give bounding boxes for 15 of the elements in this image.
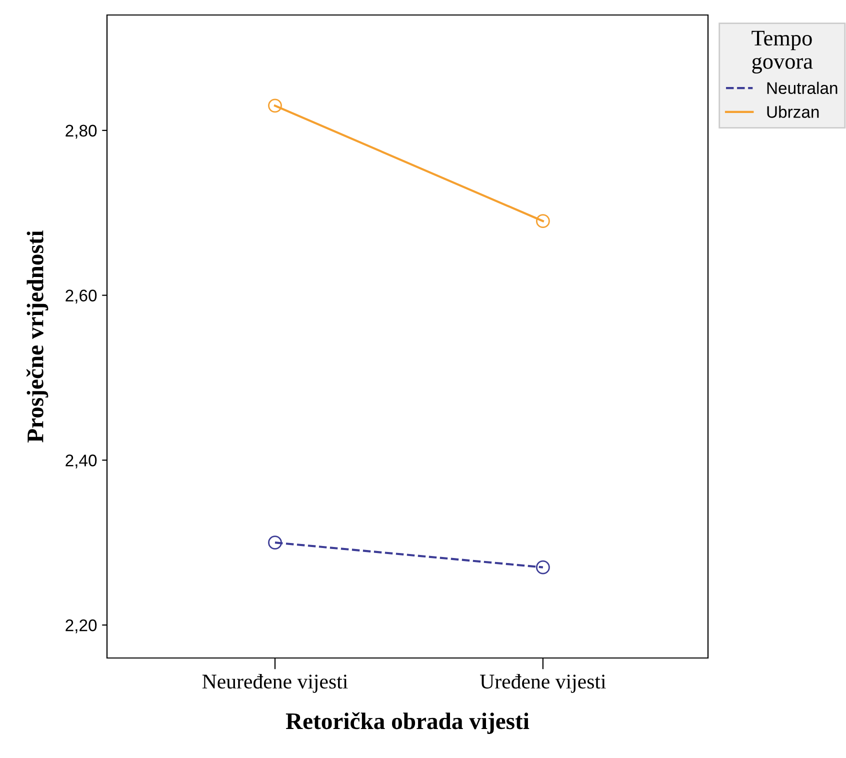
y-axis-title: Prosječne vrijednosti bbox=[26, 230, 48, 442]
legend-label: Ubrzan bbox=[767, 106, 819, 118]
point bbox=[268, 536, 282, 550]
x-axis-title: Retorička obrada vijesti bbox=[286, 712, 530, 734]
legend-label: Neutralan bbox=[767, 82, 838, 94]
x-tick-label: Neuređene vijesti bbox=[202, 674, 348, 693]
x-tick-label: Uređene vijesti bbox=[480, 674, 606, 693]
y-tick-label: 2,80 bbox=[66, 124, 97, 139]
point bbox=[536, 214, 550, 228]
y-tick-label: 2,40 bbox=[66, 454, 97, 468]
point bbox=[268, 98, 282, 113]
y-tick-label: 2,60 bbox=[66, 290, 97, 304]
point bbox=[536, 560, 550, 574]
y-tick-label: 2,20 bbox=[66, 619, 97, 634]
legend-title: Tempo govora bbox=[752, 30, 813, 74]
